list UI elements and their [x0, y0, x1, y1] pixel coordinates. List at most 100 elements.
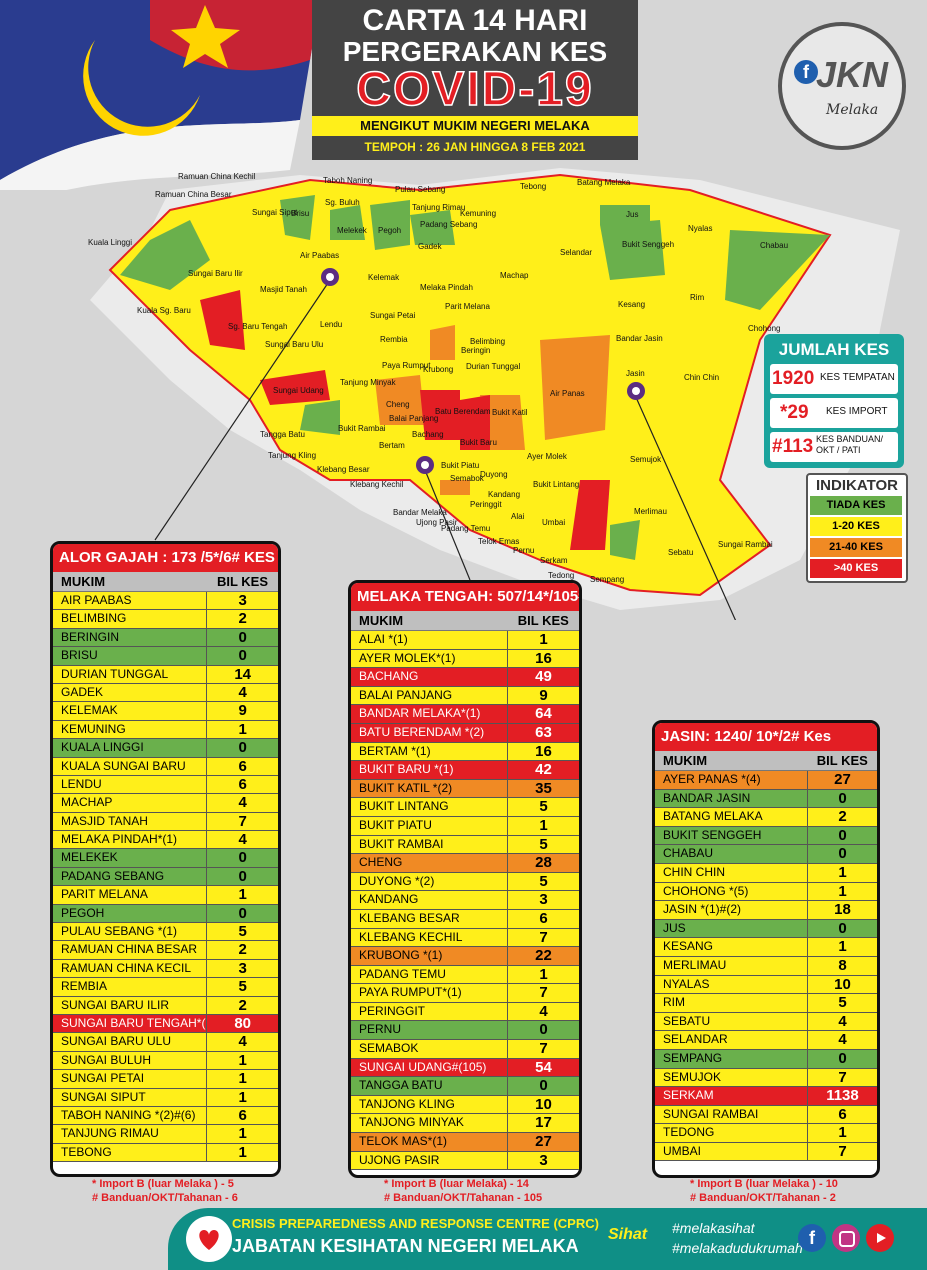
case-count: 1 — [838, 882, 847, 900]
table-row: SUNGAI BULUH 1 — [53, 1051, 278, 1071]
map-label: Kemuning — [460, 209, 497, 218]
map-label: Air Paabas — [300, 251, 340, 260]
mukim-name: CHENG — [351, 854, 508, 872]
facebook-icon[interactable]: f — [798, 1224, 826, 1252]
case-count: 0 — [238, 904, 247, 922]
table-row: PADANG TEMU 1 — [351, 965, 579, 985]
case-count: 4 — [838, 1031, 847, 1049]
mukim-name: SUNGAI BARU ULU — [53, 1033, 208, 1051]
map-label: Duyong — [480, 470, 508, 479]
case-count: 1 — [838, 938, 847, 956]
case-count: 8 — [838, 956, 847, 974]
map-label: Paya Rumput — [382, 361, 431, 370]
totals-title: JUMLAH KES — [778, 340, 890, 359]
mukim-name: DUYONG *(2) — [351, 872, 508, 891]
mukim-name: TANJUNG RIMAU — [53, 1125, 208, 1143]
mukim-name: SUNGAI SIPUT — [53, 1088, 208, 1106]
map-label: Ayer Molek — [527, 452, 567, 461]
case-count: 4 — [838, 1012, 847, 1030]
mukim-name: SEMUJOK — [655, 1068, 808, 1087]
map-label: Nyalas — [688, 224, 713, 233]
map-label: Padang Temu — [441, 524, 491, 533]
total-prison-value: #113 — [772, 436, 814, 457]
mukim-name: AIR PAABAS — [53, 592, 208, 610]
map-label: Durian Tunggal — [466, 362, 521, 371]
case-count: 1138 — [826, 1087, 859, 1105]
table-row: RAMUAN CHINA KECIL 3 — [53, 959, 278, 979]
star-icon — [171, 5, 240, 68]
total-import: *29 KES IMPORT — [770, 398, 898, 428]
table-row: BUKIT LINTANG 5 — [351, 798, 579, 817]
mukim-name: BERTAM *(1) — [351, 742, 508, 761]
case-count: 6 — [539, 909, 548, 927]
col-bil-kes: BIL KES — [816, 753, 868, 768]
case-count: 3 — [238, 592, 247, 609]
case-count: 17 — [535, 1114, 552, 1132]
case-count: 3 — [539, 1151, 548, 1169]
map-label: Tanjung Minyak — [340, 378, 396, 387]
mukim-name: KESANG — [655, 938, 808, 956]
case-count: 4 — [238, 683, 247, 701]
mukim-name: SUNGAI BARU ILIR — [53, 996, 208, 1014]
table-row: SUNGAI UDANG#(105) 54 — [351, 1058, 579, 1078]
mukim-name: KEMUNING — [53, 720, 208, 739]
map-label: Pegoh — [378, 226, 402, 235]
map-label: Machap — [500, 271, 529, 280]
table-row: JASIN *(1)#(2) 18 — [655, 901, 877, 920]
map-label: Gadek — [418, 242, 442, 251]
mukim-name: NYALAS — [655, 975, 808, 994]
table-header: MUKIM BIL KES — [351, 611, 579, 631]
table-alor-gajah: ALOR GAJAH : 173 /5*/6# KES MUKIM BIL KE… — [50, 541, 281, 1177]
mukim-name: JUS — [655, 919, 808, 938]
mukim-name: BUKIT LINTANG — [351, 798, 508, 816]
map-label: Pulau Sebang — [395, 185, 446, 194]
table-row: AYER MOLEK*(1) 16 — [351, 649, 579, 669]
instagram-icon[interactable] — [832, 1224, 860, 1252]
table-row: RAMUAN CHINA BESAR 2 — [53, 941, 278, 960]
legend-high: >40 KES — [810, 559, 902, 578]
case-count: 35 — [535, 779, 552, 797]
table-row: BUKIT RAMBAI 5 — [351, 835, 579, 855]
mukim-name: KRUBONG *(1) — [351, 947, 508, 965]
col-mukim: MUKIM — [663, 753, 708, 768]
mukim-name: TEDONG — [655, 1124, 808, 1142]
mukim-name: TELOK MAS*(1) — [351, 1133, 508, 1151]
case-count: 0 — [838, 1049, 847, 1067]
mukim-name: MELEKEK — [53, 849, 208, 867]
map-label: Kandang — [488, 490, 521, 499]
mukim-name: PADANG TEMU — [351, 965, 508, 984]
case-count: 4 — [238, 1033, 247, 1051]
case-count: 2 — [238, 996, 247, 1014]
table-row: RIM 5 — [655, 994, 877, 1013]
table-title: JASIN: 1240/ 10*/2# Kes — [655, 723, 877, 751]
case-count: 27 — [834, 771, 851, 788]
mukim-name: DURIAN TUNGGAL — [53, 665, 208, 683]
map-label: Sg. Baru Tengah — [228, 322, 288, 331]
case-count: 0 — [238, 867, 247, 885]
map-label: Bukit Rambai — [338, 424, 386, 433]
map-label: Chin Chin — [684, 373, 720, 382]
map-label: Sungai Siput — [252, 208, 298, 217]
map-label: Ramuan China Kechil — [178, 172, 256, 181]
map-label: Ramuan China Besar — [155, 190, 232, 199]
case-count: 18 — [834, 901, 851, 919]
legend-mid: 21-40 KES — [810, 538, 902, 557]
col-mukim: MUKIM — [359, 613, 404, 628]
table-row: SUNGAI BARU TENGAH*(1) 80 — [53, 1014, 278, 1034]
total-prison-label: KES BANDUAN/ OKT / PATI — [816, 434, 884, 455]
case-count: 9 — [539, 686, 548, 704]
table-row: BALAI PANJANG 9 — [351, 686, 579, 706]
map-label: Chohong — [748, 324, 781, 333]
map-pin-icon — [321, 268, 339, 286]
map-label: Klebang Kechil — [350, 480, 404, 489]
map-pin-icon — [416, 456, 434, 474]
mukim-name: MACHAP — [53, 794, 208, 812]
mukim-name: CHABAU — [655, 845, 808, 863]
map-label: Brisu — [291, 209, 310, 218]
map-label: Balai Panjang — [389, 414, 439, 423]
map-label: Umbai — [542, 518, 566, 527]
table-row: SELANDAR 4 — [655, 1031, 877, 1050]
youtube-icon[interactable] — [866, 1224, 894, 1252]
case-count: 7 — [238, 812, 247, 830]
map-label: Air Panas — [550, 389, 585, 398]
